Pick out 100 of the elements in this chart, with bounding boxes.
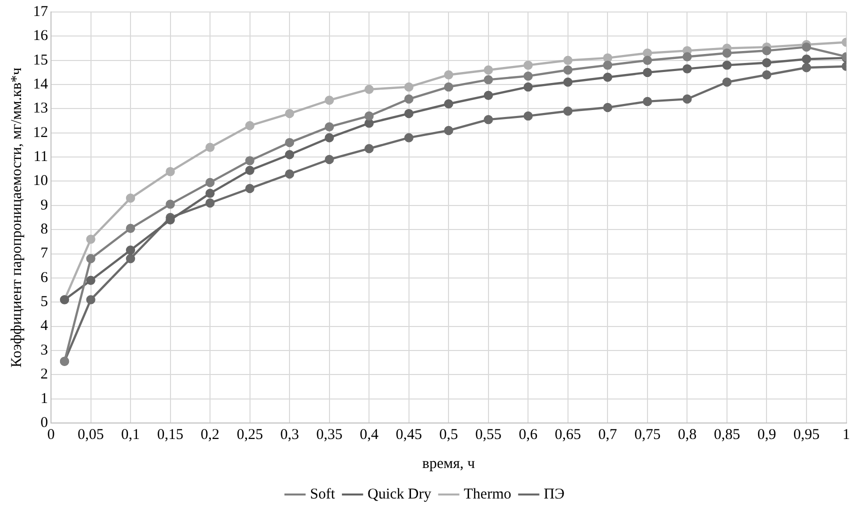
y-tick-label: 13 xyxy=(33,100,48,117)
x-tick-label: 0,45 xyxy=(396,426,422,443)
point xyxy=(324,154,334,164)
point xyxy=(762,70,772,80)
point xyxy=(722,48,732,58)
point xyxy=(86,234,96,244)
point xyxy=(284,108,294,118)
x-tick-label: 0,35 xyxy=(316,426,342,443)
y-tick-label: 12 xyxy=(33,124,48,141)
point xyxy=(802,54,812,64)
point xyxy=(603,53,612,63)
y-tick-label: 17 xyxy=(33,4,48,20)
point xyxy=(364,118,374,128)
point xyxy=(682,52,692,62)
point xyxy=(364,111,374,121)
x-tick-label: 1 xyxy=(842,426,850,443)
point xyxy=(484,114,493,124)
y-tick-label: 4 xyxy=(40,318,48,334)
y-tick-label: 1 xyxy=(40,390,48,407)
y-tick-label: 16 xyxy=(33,28,48,44)
point xyxy=(444,70,454,80)
point xyxy=(364,84,374,94)
point xyxy=(284,169,294,179)
point xyxy=(524,60,533,70)
point xyxy=(284,150,294,160)
point xyxy=(444,126,454,136)
point xyxy=(642,68,652,78)
legend-label: Thermo xyxy=(464,486,512,502)
point xyxy=(682,64,692,74)
point xyxy=(245,121,254,130)
point xyxy=(563,56,573,65)
legend-label: Quick Dry xyxy=(368,486,432,502)
point xyxy=(444,99,454,108)
point xyxy=(166,215,175,225)
y-tick-label: 0 xyxy=(40,414,48,431)
point xyxy=(205,198,215,208)
point xyxy=(642,48,652,58)
legend-label: ПЭ xyxy=(544,486,565,502)
point xyxy=(205,188,215,198)
x-tick-label: 0,65 xyxy=(554,426,582,443)
point xyxy=(722,60,732,70)
point xyxy=(284,138,294,148)
point xyxy=(404,133,414,142)
x-tick-label: 0,4 xyxy=(360,426,379,443)
x-tick-label: 0,6 xyxy=(518,426,538,443)
point xyxy=(802,63,812,72)
x-tick-label: 0,5 xyxy=(439,426,458,443)
point xyxy=(404,82,414,92)
point xyxy=(642,96,652,106)
x-axis-title: время, ч xyxy=(422,456,476,472)
x-tick-label: 0,95 xyxy=(793,426,820,443)
point xyxy=(762,58,772,68)
point xyxy=(563,65,573,75)
x-tick-label: 0,05 xyxy=(78,426,104,443)
x-tick-label: 0,2 xyxy=(200,426,220,443)
point xyxy=(444,82,454,92)
point xyxy=(86,254,96,264)
y-axis-title: Коэффициент паропроницаемости, мг/мм.кв*ч xyxy=(8,67,25,368)
point xyxy=(404,108,414,118)
y-tick-label: 9 xyxy=(40,197,48,214)
point xyxy=(245,166,254,175)
point xyxy=(642,56,652,65)
point xyxy=(245,184,254,194)
point xyxy=(126,224,136,233)
y-tick-label: 3 xyxy=(40,342,48,358)
point xyxy=(205,142,215,152)
x-tick-label: 0,75 xyxy=(634,426,661,443)
point xyxy=(364,144,374,154)
point xyxy=(205,178,215,188)
point xyxy=(682,94,692,104)
point xyxy=(524,71,533,81)
x-tick-label: 0,7 xyxy=(598,426,618,443)
point xyxy=(126,254,136,264)
y-tick-label: 8 xyxy=(40,222,48,238)
y-tick-label: 15 xyxy=(33,52,48,68)
point xyxy=(324,96,334,105)
point xyxy=(126,194,136,203)
point xyxy=(166,200,175,209)
point xyxy=(404,94,414,104)
y-tick-label: 14 xyxy=(33,76,48,92)
point xyxy=(563,106,573,116)
x-tick-label: 0,55 xyxy=(475,426,502,443)
y-tick-label: 10 xyxy=(33,173,48,190)
point xyxy=(802,42,812,52)
point xyxy=(484,65,493,75)
y-tick-label: 7 xyxy=(40,246,48,262)
point xyxy=(245,156,254,166)
x-tick-label: 0,25 xyxy=(236,426,263,443)
x-tick-label: 0,8 xyxy=(678,426,697,443)
point xyxy=(484,75,493,84)
legend-label: Soft xyxy=(310,486,336,502)
point xyxy=(563,78,573,87)
point xyxy=(166,166,175,176)
point xyxy=(86,276,96,285)
y-tick-label: 5 xyxy=(40,294,48,310)
x-tick-label: 0,85 xyxy=(714,426,740,443)
point xyxy=(324,133,334,142)
point xyxy=(524,82,533,92)
y-tick-label: 11 xyxy=(34,148,48,165)
point xyxy=(86,295,96,304)
